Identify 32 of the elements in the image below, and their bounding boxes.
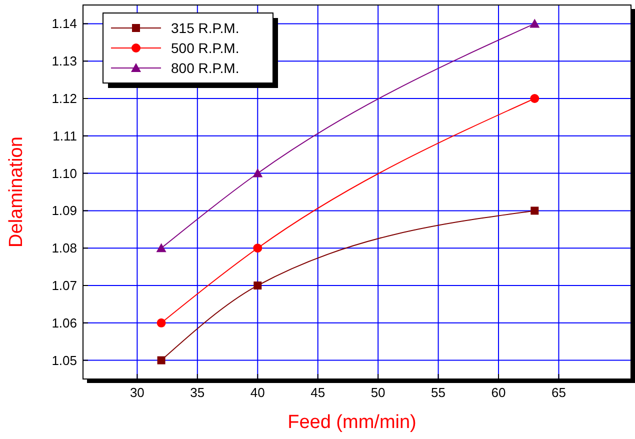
y-tick-label: 1.06 — [52, 315, 77, 330]
point — [156, 243, 166, 252]
x-tick-label: 50 — [370, 385, 386, 400]
y-tick-label: 1.07 — [52, 278, 77, 293]
y-tick-label: 1.09 — [52, 203, 77, 218]
point — [157, 356, 166, 364]
point — [252, 168, 263, 178]
x-tick-label: 35 — [190, 385, 205, 400]
point — [254, 282, 262, 290]
y-tick-label: 1.14 — [52, 16, 77, 32]
point — [530, 206, 539, 215]
x-tick-label: 60 — [491, 385, 506, 400]
y-tick-label: 1.11 — [52, 128, 77, 144]
point — [530, 18, 540, 28]
legend-label: 800 R.P.M. — [171, 60, 240, 76]
x-tick-label: 55 — [431, 385, 446, 400]
y-tick-label: 1.05 — [52, 352, 77, 368]
x-tick-label: 65 — [552, 385, 566, 400]
x-tick-label: 30 — [130, 385, 144, 400]
legend-label: 500 R.P.M. — [171, 40, 240, 56]
y-tick-label: 1.13 — [52, 54, 77, 69]
y-axis-title: Delamination — [6, 136, 27, 248]
point — [156, 318, 166, 328]
x-axis-title: Feed (mm/min) — [288, 412, 416, 433]
y-tick-label: 1.12 — [52, 91, 77, 106]
point — [253, 244, 262, 253]
point — [530, 94, 540, 103]
y-tick-label: 1.10 — [52, 166, 77, 181]
legend-label: 315 R.P.M. — [171, 20, 240, 36]
x-tick-label: 40 — [250, 385, 265, 400]
y-tick-label: 1.08 — [52, 240, 77, 256]
x-tick-label: 45 — [310, 385, 326, 400]
